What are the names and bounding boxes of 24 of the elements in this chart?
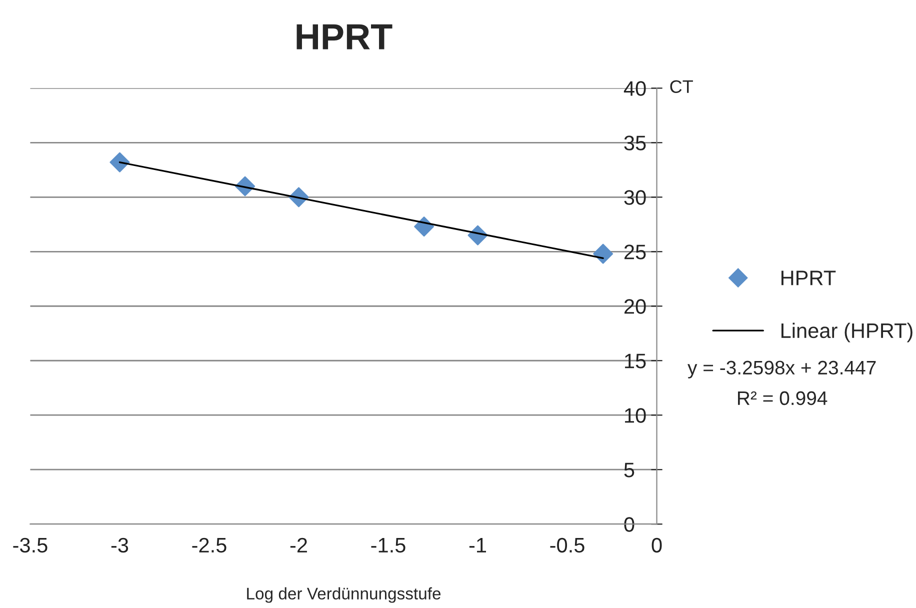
- x-tick-label: -3.5: [13, 538, 48, 553]
- text: y = -3.2598x + 23.447: [688, 360, 876, 378]
- text: R² = 0.994: [738, 391, 828, 406]
- x-axis-title: Log der Verdünnungsstufe: [247, 587, 441, 603]
- x-tick-label: -1.5: [371, 538, 406, 553]
- y-tick-label: 35: [624, 136, 646, 150]
- chart-title: HPRT: [296, 24, 392, 50]
- x-tick-label: -1: [469, 538, 486, 552]
- x-tick-label: -2: [290, 538, 307, 552]
- y-tick-label: 30: [624, 190, 646, 205]
- legend-label: HPRT: [781, 270, 836, 286]
- y-tick-label: 40: [624, 81, 646, 96]
- y-tick-label: 15: [625, 354, 646, 368]
- x-tick-label: -0.5: [550, 538, 584, 553]
- x-tick-label: -2.5: [192, 538, 226, 553]
- x-tick-label: 0: [652, 538, 662, 553]
- x-tick-label: -3: [111, 538, 128, 553]
- y-tick-label: 20: [624, 299, 646, 314]
- point: [593, 244, 614, 264]
- legend-label: Linear (HPRT): [781, 322, 912, 342]
- y-tick-label: 5: [624, 462, 634, 478]
- y-axis-title: CT: [670, 80, 693, 94]
- y-tick-label: 10: [625, 408, 646, 423]
- y-tick-label: 25: [624, 244, 646, 260]
